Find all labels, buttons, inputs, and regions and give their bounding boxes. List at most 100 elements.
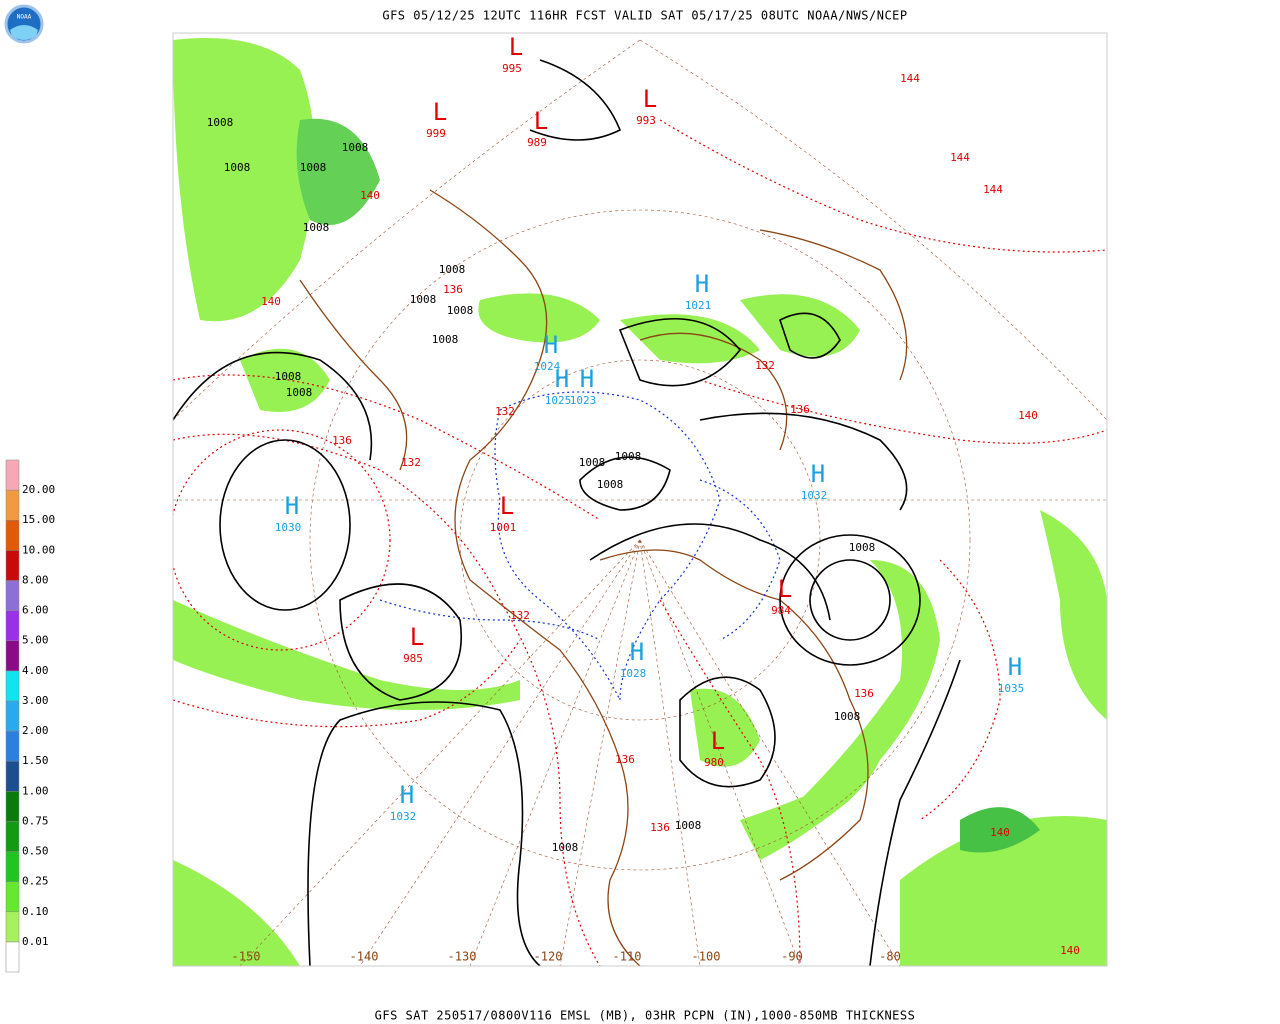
center-letter: L [500,492,514,520]
map-border [172,32,1108,967]
legend-swatch [5,791,20,822]
legend-swatch [5,730,20,762]
center-letter: L [643,85,657,113]
isobar-label: 1008 [579,456,606,469]
center-letter: L [433,98,447,126]
center-letter: H [555,365,569,393]
center-pressure: 984 [771,604,791,617]
thickness-label: 136 [615,753,635,766]
isobar-label: 1008 [207,116,234,129]
thickness-label: 144 [983,183,1003,196]
center-letter: H [695,270,709,298]
center-pressure: 1025 [545,394,572,407]
legend-label: 5.00 [22,634,49,647]
center-pressure: 1032 [390,810,417,823]
thickness-label: 136 [650,821,670,834]
isobar-label: 1008 [834,710,861,723]
center-pressure: 980 [704,756,724,769]
legend-swatch [5,881,20,913]
coastlines [299,189,908,966]
isobar-label: 1008 [224,161,251,174]
thickness-label: 140 [261,295,281,308]
thickness-label: 140 [990,826,1010,839]
legend-swatch [5,911,20,943]
legend-label: 0.01 [22,935,49,948]
high-pressure-contours [379,391,781,701]
center-pressure: 1032 [801,489,828,502]
legend-label: 0.25 [22,875,49,888]
thickness-label: 136 [332,434,352,447]
legend-label: 3.00 [22,694,49,707]
isobar-label: 1008 [410,293,437,306]
isobar-label: 1008 [849,541,876,554]
legend-label: 15.00 [22,513,55,526]
longitude-label: -80 [879,950,901,964]
legend-swatch [5,670,20,702]
center-letter: L [410,623,424,651]
graticule [173,39,1107,966]
isobar-label: 1008 [300,161,327,174]
map-labels: H1030H1032H1024H1032H1035H1021H1028H1025… [207,33,1080,964]
longitude-label: -140 [350,950,379,964]
center-letter: H [1008,653,1022,681]
longitude-label: -100 [692,950,721,964]
legend-label: 0.75 [22,814,49,827]
legend-label: 10.00 [22,543,55,556]
thickness-label: 140 [1060,944,1080,957]
center-pressure: 1028 [620,667,647,680]
thickness-contours [173,119,1107,966]
thickness-label: 136 [443,283,463,296]
legend-label: 20.00 [22,483,55,496]
center-letter: H [544,331,558,359]
legend-swatch [5,459,20,491]
isobar-label: 1008 [552,841,579,854]
center-pressure: 1021 [685,299,712,312]
center-letter: H [400,781,414,809]
isobar-label: 1008 [597,478,624,491]
center-pressure: 1024 [534,360,561,373]
legend-label: 1.00 [22,784,49,797]
thickness-label: 132 [401,456,421,469]
isobar-label: 1008 [342,141,369,154]
legend-swatch [5,519,20,551]
legend-label: 2.00 [22,724,49,737]
legend-swatch [5,580,20,611]
thickness-label: 132 [510,609,530,622]
legend-swatch [5,941,20,973]
center-letter: H [285,492,299,520]
center-pressure: 1035 [998,682,1025,695]
isobar-label: 1008 [432,333,459,346]
center-pressure: 1001 [490,521,517,534]
longitude-label: -130 [448,950,477,964]
center-pressure: 993 [636,114,656,127]
center-letter: L [778,575,792,603]
longitude-label: -90 [781,950,803,964]
longitude-label: -110 [613,950,642,964]
thickness-label: 140 [1018,409,1038,422]
legend-swatch [5,760,20,792]
legend-swatch [5,640,20,672]
legend-swatch [5,700,20,732]
center-pressure: 1030 [275,521,302,534]
legend: 0.01 0.10 0.25 0.50 0.75 1.00 1.50 2.00 3.00 4.00… [5,459,55,973]
center-letter: L [509,33,523,61]
legend-label: 8.00 [22,573,49,586]
map [172,32,1108,967]
isobars [173,59,961,966]
isobar-label: 1008 [447,304,474,317]
center-letter: H [580,365,594,393]
legend-label: 6.00 [22,604,49,617]
thickness-label: 140 [360,189,380,202]
center-pressure: 985 [403,652,423,665]
longitude-label: -120 [534,950,563,964]
legend-swatch [5,610,20,641]
thickness-label: 132 [495,405,515,418]
logo [4,4,44,44]
legend-swatch [5,489,20,521]
center-pressure: 1023 [570,394,597,407]
thickness-label: 144 [950,151,970,164]
isobar-label: 1008 [275,370,302,383]
center-pressure: 989 [527,136,547,149]
logo-text: NOAA [17,14,32,21]
